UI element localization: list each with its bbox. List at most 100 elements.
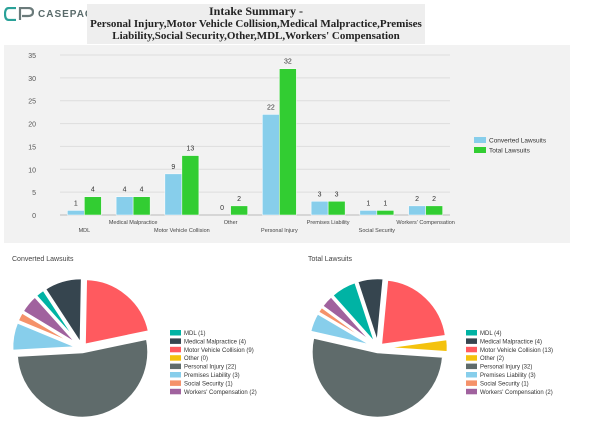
legend-label: Other (0) (184, 356, 208, 362)
pie-slice (43, 276, 84, 349)
pie-slice (15, 337, 150, 420)
x-tick-label: Motor Vehicle Collision (154, 228, 210, 234)
data-label: 1 (383, 200, 387, 207)
pie-slice (310, 335, 445, 420)
data-label: 32 (284, 59, 292, 66)
legend-label: MDL (1) (184, 331, 205, 337)
y-tick-label: 5 (32, 190, 36, 197)
legend-swatch (466, 380, 477, 386)
legend-label: Personal Injury (32) (480, 365, 532, 371)
legend-label: Medical Malpractice (4) (480, 339, 542, 345)
legend-label: MDL (4) (480, 331, 501, 337)
data-label: 2 (237, 196, 241, 203)
pie-slice (379, 278, 448, 347)
report-subtitle: Personal Injury,Motor Vehicle Collision,… (90, 18, 422, 42)
x-tick-label: Medical Malpractice (109, 220, 158, 226)
legend-swatch (170, 380, 181, 386)
pie-slice (320, 294, 376, 347)
pie-chart-converted: MDL (1) Medical Malpractice (4) Motor Vehi… (10, 276, 257, 420)
data-label: 2 (415, 196, 419, 203)
legend-swatch (170, 388, 181, 395)
data-label: 2 (432, 196, 436, 203)
data-label: 1 (366, 200, 370, 207)
y-tick-label: 0 (32, 213, 36, 220)
y-tick-label: 10 (28, 167, 36, 174)
legend-swatch (466, 388, 477, 395)
bar (181, 155, 200, 216)
legend-swatch (170, 372, 181, 378)
data-label: 4 (91, 187, 95, 194)
legend-swatch (170, 363, 181, 370)
legend-label: Social Security (1) (184, 381, 233, 387)
brand-name: CASEPACER (38, 9, 110, 20)
data-label: 1 (74, 200, 78, 207)
bar (376, 210, 395, 216)
legend-label: Total Lawsuits (489, 148, 531, 155)
data-label: 3 (335, 191, 339, 198)
bar-chart: 0 5 10 15 20 25 30 35 1 4 MDL 4 4 Medical Malpractice… (28, 53, 547, 234)
pie-slice (381, 337, 450, 354)
legend-label: Motor Vehicle Collision (9) (184, 348, 254, 354)
legend-label: Converted Lawsuits (489, 138, 547, 145)
legend-swatch (170, 338, 181, 344)
x-tick-label: Premises Liability (307, 220, 350, 226)
legend-label: Other (2) (480, 356, 504, 362)
legend-swatch (466, 338, 477, 344)
x-tick-label: MDL (79, 228, 91, 234)
bar (279, 68, 297, 216)
legend-swatch (170, 355, 181, 361)
pie-chart-total-panel: Total Lawsuits MDL (4) Medical Malpractic… (300, 252, 590, 442)
data-label: 3 (318, 191, 322, 198)
bar (230, 205, 248, 216)
bar (327, 201, 346, 216)
legend-label: Premises Liability (3) (184, 373, 240, 379)
pie-slice (355, 276, 386, 345)
data-label: 4 (123, 187, 127, 194)
legend-swatch (466, 372, 477, 378)
legend-swatch (466, 346, 477, 353)
casepacer-logo-icon (4, 7, 34, 21)
pie-title-total: Total Lawsuits (308, 256, 352, 263)
legend-label: Motor Vehicle Collision (13) (480, 348, 553, 354)
report-title: Intake Summary - (208, 4, 303, 18)
y-tick-label: 20 (28, 122, 36, 129)
bar (164, 173, 183, 216)
x-tick-label: Personal Injury (261, 228, 298, 234)
bar (425, 205, 443, 216)
bar (408, 205, 426, 216)
data-label: 9 (171, 164, 175, 171)
pie-slice (20, 294, 80, 347)
y-tick-label: 15 (28, 144, 36, 151)
pie-title-converted: Converted Lawsuits (12, 256, 74, 263)
pie-slice (83, 277, 151, 347)
legend-label: Workers' Compensation (2) (184, 390, 257, 396)
bar (115, 196, 134, 216)
y-tick-label: 25 (28, 99, 36, 106)
y-tick-label: 35 (28, 53, 36, 60)
legend-swatch (474, 147, 486, 153)
bar-chart-panel: 0 5 10 15 20 25 30 35 1 4 MDL 4 4 Medical Malpractice… (4, 45, 570, 243)
bar (67, 210, 85, 216)
bar (84, 196, 102, 216)
legend-label: Premises Liability (3) (480, 373, 536, 379)
legend-label: Personal Injury (22) (184, 365, 236, 371)
legend-swatch (466, 363, 477, 370)
legend-label: Social Security (1) (480, 381, 529, 387)
y-tick-label: 30 (28, 76, 36, 83)
data-label: 22 (267, 104, 275, 111)
legend-swatch (170, 346, 181, 353)
bar (262, 114, 280, 216)
bar (359, 210, 378, 216)
bar (310, 201, 329, 216)
legend-swatch (474, 137, 486, 143)
report-header: Intake Summary - Personal Injury,Motor V… (87, 4, 425, 44)
legend-label: Workers' Compensation (2) (480, 390, 553, 396)
bar (132, 196, 151, 216)
x-tick-label: Workers' Compensation (396, 220, 454, 226)
data-label: 4 (140, 187, 144, 194)
legend-swatch (466, 330, 477, 336)
legend-label: Medical Malpractice (4) (184, 339, 246, 345)
x-tick-label: Social Security (359, 228, 396, 234)
casepacer-logo: CASEPACER (4, 4, 108, 26)
x-tick-label: Other (224, 220, 238, 226)
